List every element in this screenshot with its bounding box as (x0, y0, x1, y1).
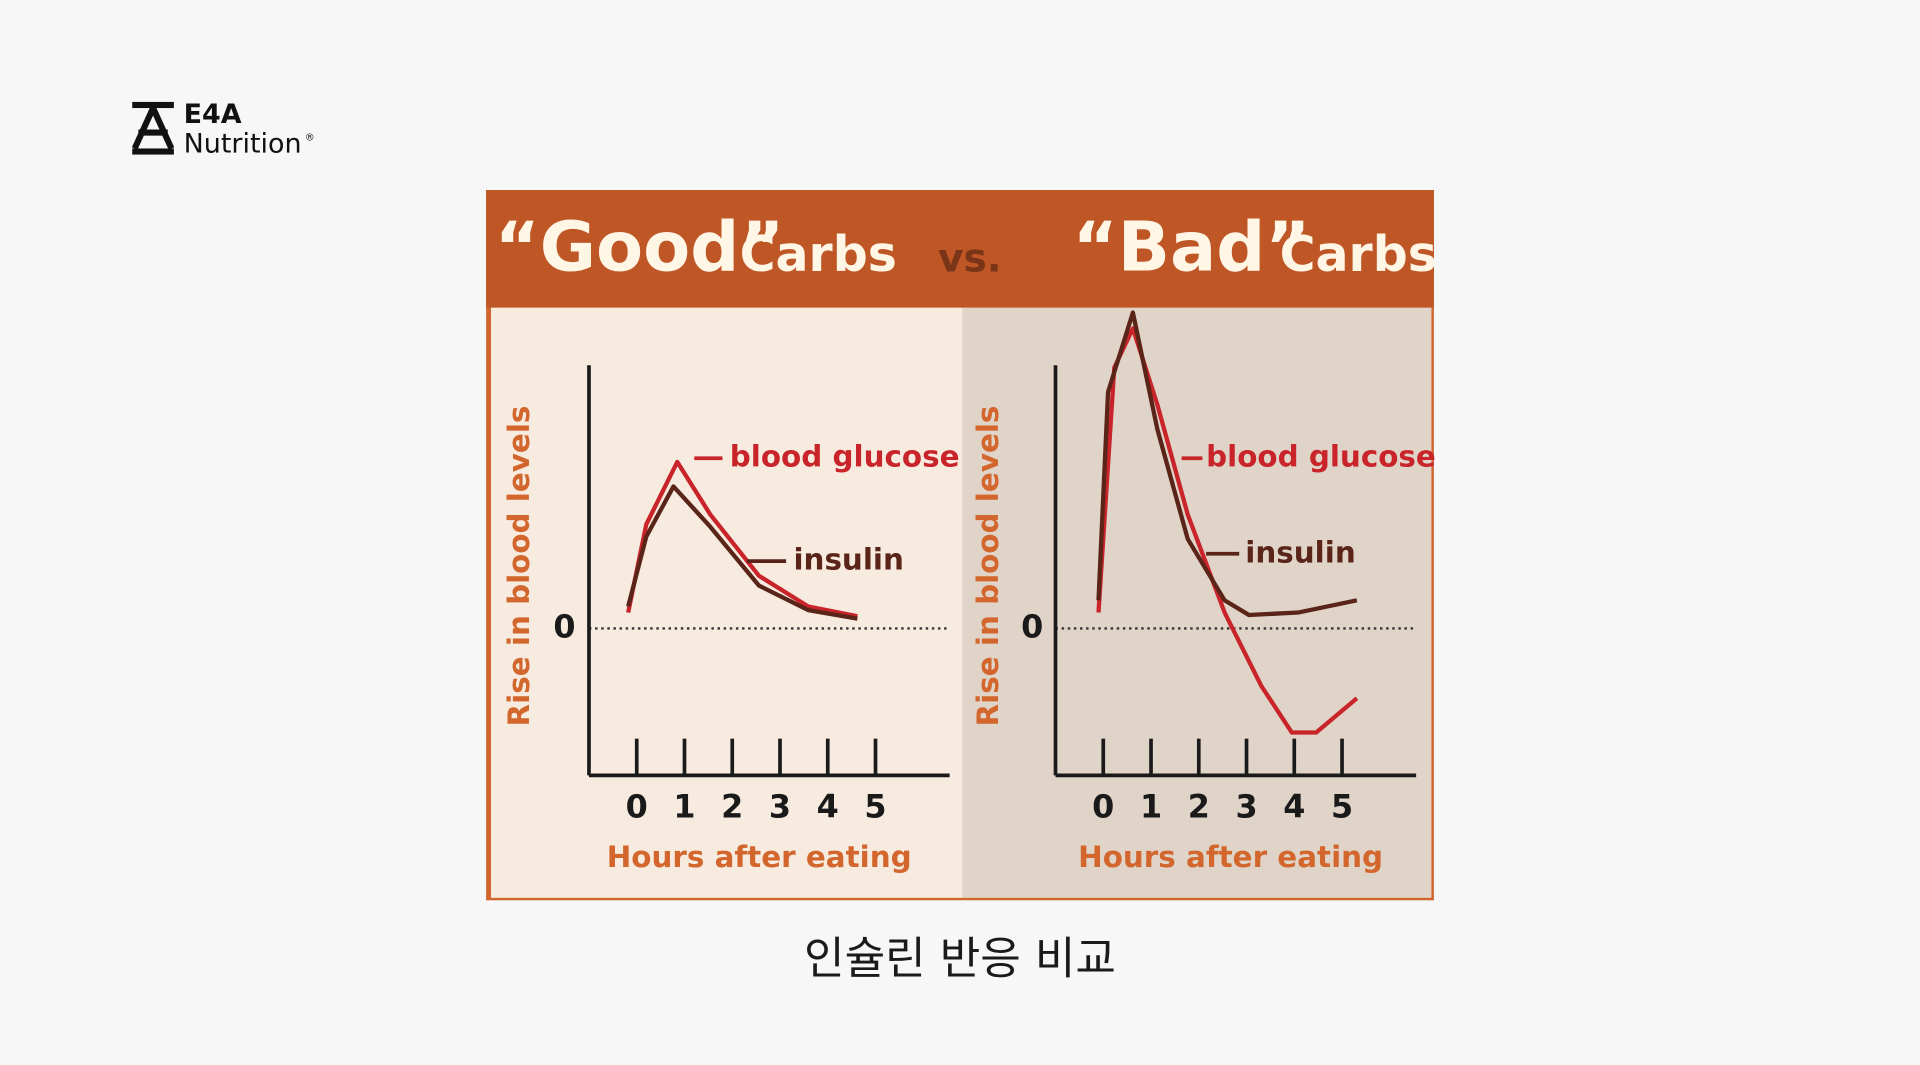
logo-sub: Nutrition (184, 128, 302, 159)
x-tick-label: 0 (626, 787, 648, 825)
x-tick-label: 5 (864, 787, 886, 825)
banner-text: Carbs (740, 226, 897, 283)
series-line (1096, 310, 1358, 618)
y-axis-label: Rise in blood levels (971, 406, 1005, 727)
x-tick-label: 4 (1283, 787, 1305, 825)
x-tick-label: 3 (769, 787, 791, 825)
y-tick-label: 0 (553, 607, 575, 645)
left-panel (491, 307, 963, 898)
y-tick-label: 0 (1021, 607, 1043, 645)
series-line (626, 459, 858, 619)
logo-mark: ® (305, 132, 315, 143)
banner-text: Carbs (1280, 226, 1437, 283)
banner-text: “Good” (495, 207, 785, 287)
x-tick-label: 5 (1331, 787, 1353, 825)
caption: 인슐린 반응 비교 (804, 934, 1116, 985)
x-axis-label: Hours after eating (1078, 840, 1383, 874)
x-tick-label: 4 (817, 787, 839, 825)
series-label: insulin (793, 543, 903, 577)
logo-icon (132, 148, 174, 155)
logo-icon (131, 106, 175, 150)
x-tick-label: 3 (1235, 787, 1257, 825)
x-tick-label: 1 (673, 787, 695, 825)
y-axis-label: Rise in blood levels (502, 406, 536, 727)
banner-vs: vs. (938, 237, 1002, 282)
series-line (626, 484, 858, 621)
series-label: blood glucose (730, 440, 960, 474)
series-label: blood glucose (1206, 440, 1436, 474)
series-label: insulin (1245, 535, 1355, 569)
logo-name: E4A (184, 99, 242, 130)
x-tick-label: 2 (1188, 787, 1210, 825)
x-axis-label: Hours after eating (607, 840, 912, 874)
banner-text: “Bad” (1073, 207, 1311, 287)
logo: E4A Nutrition ® (131, 99, 315, 159)
logo-icon (132, 101, 174, 109)
banner (486, 190, 1434, 308)
x-tick-label: 0 (1092, 787, 1114, 825)
x-tick-label: 1 (1140, 787, 1162, 825)
x-tick-label: 2 (721, 787, 743, 825)
